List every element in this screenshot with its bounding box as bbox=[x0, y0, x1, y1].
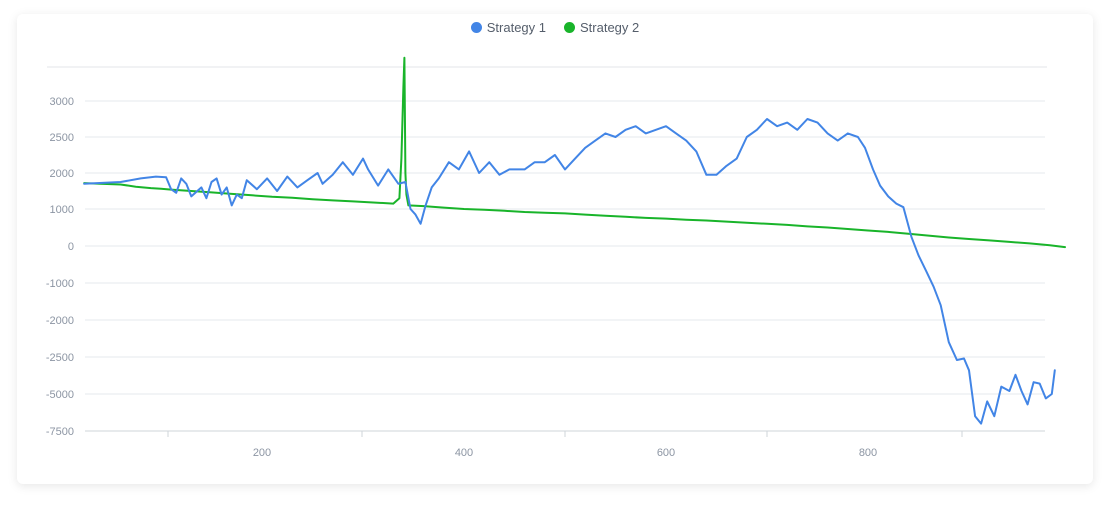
chart-card bbox=[17, 14, 1093, 484]
legend-dot-strategy-2 bbox=[564, 22, 575, 33]
y-tick-label: 0 bbox=[68, 241, 74, 253]
series-line-strategy-2 bbox=[83, 56, 1066, 249]
legend-item-strategy-1[interactable]: Strategy 1 bbox=[470, 20, 546, 35]
x-tick-label: 800 bbox=[859, 447, 877, 459]
y-tick-label: -5000 bbox=[46, 389, 74, 401]
y-tick-label: -2000 bbox=[46, 315, 74, 327]
x-tick-label: 200 bbox=[253, 447, 271, 459]
x-tick-label: 600 bbox=[657, 447, 675, 459]
series-line-strategy-1 bbox=[83, 118, 1056, 425]
y-tick-label: -2500 bbox=[46, 352, 74, 364]
legend: Strategy 1 Strategy 2 bbox=[0, 20, 1110, 35]
y-tick-label: -1000 bbox=[46, 278, 74, 290]
y-tick-label: 2500 bbox=[50, 132, 74, 144]
y-tick-label: 2000 bbox=[50, 168, 74, 180]
y-tick-label: -7500 bbox=[46, 426, 74, 438]
legend-dot-strategy-1 bbox=[470, 22, 482, 33]
legend-label-strategy-2: Strategy 2 bbox=[580, 20, 640, 35]
legend-label-strategy-1: Strategy 1 bbox=[486, 20, 546, 35]
legend-item-strategy-2[interactable]: Strategy 2 bbox=[564, 20, 639, 35]
y-tick-label: 3000 bbox=[50, 96, 74, 108]
y-tick-label: 1000 bbox=[50, 204, 74, 216]
x-tick-label: 400 bbox=[455, 447, 473, 459]
